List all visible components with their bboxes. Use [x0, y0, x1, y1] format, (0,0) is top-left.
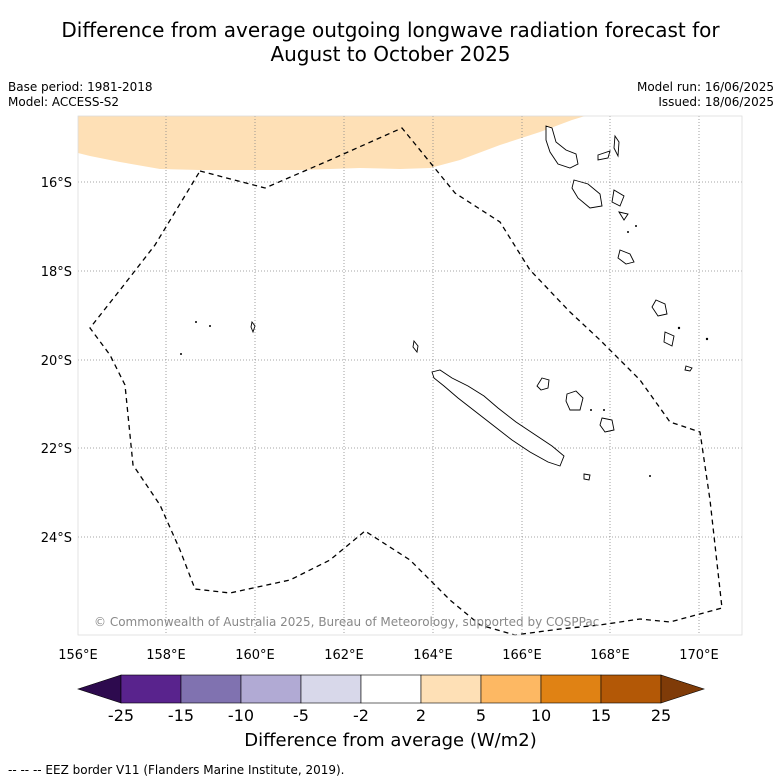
lat-tick-label: 16°S [41, 176, 72, 191]
colorbar-swatch [420, 674, 482, 704]
fiji-south-islet [663, 331, 675, 347]
colorbar-swatch [120, 674, 182, 704]
meta-right: Model run: 16/06/2025 Issued: 18/06/2025 [637, 80, 774, 110]
efate-island [611, 189, 625, 207]
islet-dot [209, 325, 211, 327]
lon-tick-label: 156°E [58, 648, 98, 663]
lon-tick-label: 168°E [590, 648, 630, 663]
isle-of-pines-islet [583, 473, 591, 481]
colorbar-tick: 10 [530, 706, 552, 725]
ambae-islet [597, 150, 611, 161]
base-period: Base period: 1981-2018 [8, 80, 153, 94]
lat-tick-label: 22°S [41, 442, 72, 457]
colorbar-extend-low [77, 674, 122, 704]
colorbar-swatch [360, 674, 422, 704]
fiji-west-islet [651, 299, 668, 317]
islet-dot [195, 321, 197, 323]
colorbar-tick: -15 [167, 706, 195, 725]
chesterfield-islet [250, 320, 256, 334]
colorbar-swatch [600, 674, 662, 704]
meta-left: Base period: 1981-2018 Model: ACCESS-S2 [8, 80, 153, 110]
map-frame [77, 115, 743, 636]
conway-reef-islet [684, 365, 693, 372]
small-islets [180, 225, 709, 477]
lat-tick-label: 18°S [41, 265, 72, 280]
colorbar-tick: 2 [415, 706, 427, 725]
erromango-islet [618, 211, 629, 221]
colorbar-tick: 5 [475, 706, 487, 725]
eez-border [89, 127, 723, 636]
map-title: Difference from average outgoing longwav… [0, 18, 781, 66]
colorbar-swatch [540, 674, 602, 704]
tanna-island [617, 249, 635, 265]
model-name: Model: ACCESS-S2 [8, 95, 120, 109]
islet-dot [677, 326, 681, 330]
espiritu-santo-island [545, 125, 579, 169]
belep-islet [412, 339, 419, 354]
colorbar-tick: -2 [353, 706, 369, 725]
colorbar-swatch [300, 674, 362, 704]
islet-dot [180, 353, 182, 355]
maewo-islet [613, 134, 620, 158]
colorbar-swatch [240, 674, 302, 704]
anomaly-area-positive [78, 116, 585, 170]
title-line-1: Difference from average outgoing longwav… [61, 18, 720, 42]
lon-tick-label: 160°E [235, 648, 275, 663]
colorbar-label: Difference from average (W/m2) [244, 730, 537, 751]
mare-islet [599, 417, 615, 433]
title-line-2: August to October 2025 [270, 42, 511, 66]
islet-dot [627, 231, 629, 233]
islet-dot [635, 225, 637, 227]
islet-dot [705, 337, 709, 341]
colorbar-tick: -10 [227, 706, 255, 725]
lifou-islet [565, 390, 584, 411]
colorbar-tick: 15 [590, 706, 612, 725]
lon-tick-label: 164°E [413, 648, 453, 663]
lon-tick-label: 166°E [502, 648, 542, 663]
coastlines [250, 125, 693, 481]
colorbar-swatch [480, 674, 542, 704]
copyright-notice: © Commonwealth of Australia 2025, Bureau… [94, 615, 599, 629]
eez-legend-footnote: -- -- -- EEZ border V11 (Flanders Marine… [8, 763, 345, 777]
malakula-island [571, 179, 603, 209]
colorbar-tick: -25 [107, 706, 135, 725]
model-run: Model run: 16/06/2025 [636, 80, 774, 94]
colorbar-tick: -5 [293, 706, 309, 725]
colorbar-swatch [180, 674, 242, 704]
new-caledonia-island [431, 369, 565, 467]
colorbar [77, 674, 705, 704]
islet-dot [590, 409, 592, 411]
islet-dot [649, 475, 651, 477]
lon-tick-label: 170°E [679, 648, 719, 663]
colorbar-extend-high [660, 674, 705, 704]
issued-date: Issued: 18/06/2025 [658, 95, 774, 109]
graticule [78, 116, 742, 635]
colorbar-tick: 25 [650, 706, 672, 725]
lon-tick-label: 158°E [146, 648, 186, 663]
loyalty-islet [536, 377, 550, 391]
islet-dot [603, 409, 605, 411]
lon-tick-label: 162°E [324, 648, 364, 663]
lat-tick-label: 20°S [41, 354, 72, 369]
lat-tick-label: 24°S [41, 531, 72, 546]
